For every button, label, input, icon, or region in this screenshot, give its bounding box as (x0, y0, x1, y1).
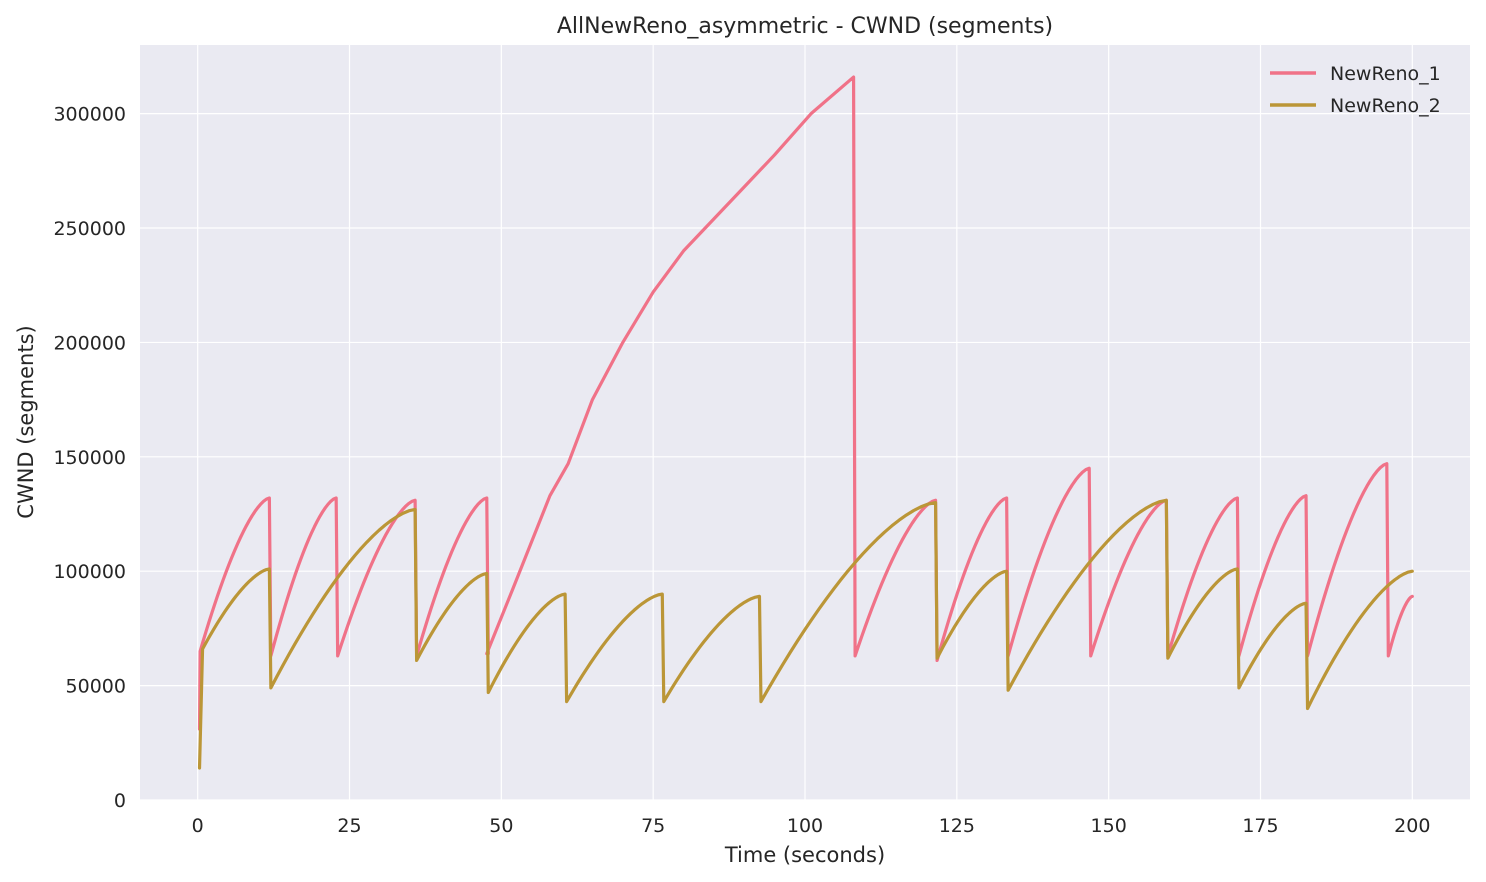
x-tick-label: 125 (939, 815, 975, 837)
x-tick-label: 25 (337, 815, 361, 837)
y-tick-label: 100000 (53, 561, 126, 583)
y-tick-label: 250000 (53, 218, 126, 240)
x-axis-ticks: 0 25 50 75 100 125 150 175 200 (192, 815, 1431, 837)
series-line-newreno-2 (197, 498, 1414, 770)
grid (140, 45, 1470, 801)
series-layer (197, 75, 1414, 770)
y-axis-label: CWND (segments) (14, 325, 38, 518)
y-tick-label: 300000 (53, 104, 126, 126)
x-tick-label: 150 (1091, 815, 1127, 837)
y-tick-label: 50000 (66, 676, 126, 698)
x-tick-label: 50 (489, 815, 513, 837)
y-tick-label: 150000 (53, 447, 126, 469)
chart-title: AllNewReno_asymmetric - CWND (segments) (557, 14, 1053, 39)
y-tick-label: 0 (114, 790, 126, 812)
x-tick-label: 175 (1242, 815, 1278, 837)
x-tick-label: 75 (641, 815, 665, 837)
legend-label: NewReno_2 (1330, 95, 1441, 117)
x-tick-label: 100 (787, 815, 823, 837)
legend-label: NewReno_1 (1330, 63, 1441, 85)
y-axis-ticks: 0 50000 100000 150000 200000 250000 300000 (53, 104, 126, 812)
y-tick-label: 200000 (53, 332, 126, 354)
x-tick-label: 0 (192, 815, 204, 837)
x-axis-label: Time (seconds) (724, 843, 885, 867)
legend: NewReno_1 NewReno_2 (1270, 63, 1441, 117)
series-line-newreno-1 (197, 75, 1414, 731)
x-tick-label: 200 (1394, 815, 1430, 837)
